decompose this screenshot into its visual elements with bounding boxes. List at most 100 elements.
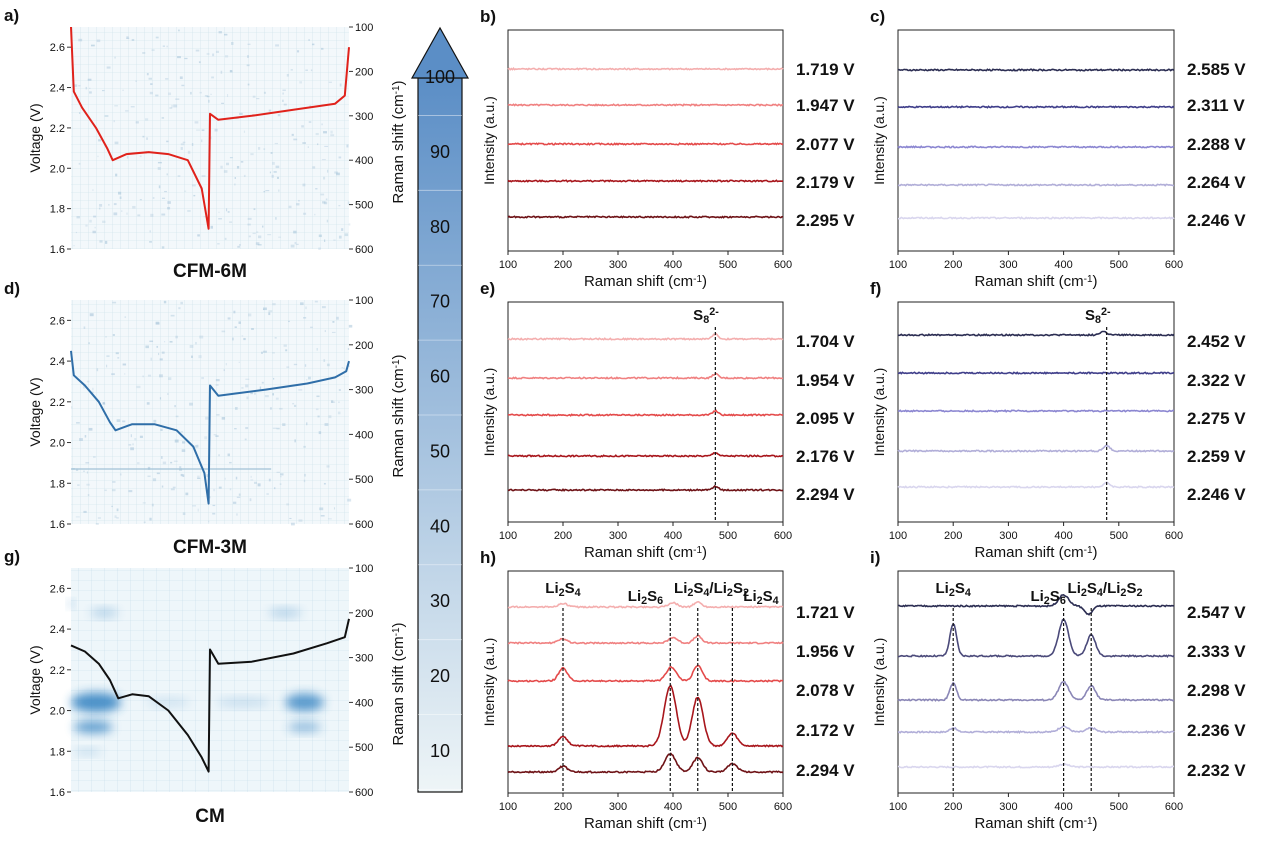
x-tick-label: 200: [554, 259, 572, 271]
heatmap-noise: [261, 381, 264, 384]
series-label: 2.295 V: [796, 211, 855, 230]
x-tick-label: 200: [944, 530, 962, 542]
heatmap-noise: [104, 240, 108, 244]
heatmap-noise: [112, 334, 115, 336]
spectrum-line: [507, 142, 784, 146]
heatmap-noise: [95, 523, 99, 525]
heatmap-noise: [164, 341, 166, 343]
heatmap-noise: [271, 174, 274, 178]
heatmap-noise: [241, 387, 244, 389]
heatmap-noise: [323, 176, 326, 180]
heatmap-noise: [341, 228, 344, 231]
heatmap-noise: [213, 488, 216, 492]
heatmap-noise: [336, 172, 340, 176]
heatmap-noise: [92, 230, 96, 234]
heatmap-noise: [257, 235, 262, 239]
heatmap-noise: [257, 146, 261, 150]
heatmap-noise: [312, 166, 316, 169]
heatmap-noise: [132, 443, 134, 446]
heatmap-noise: [299, 81, 303, 84]
heatmap-noise: [334, 171, 338, 174]
heatmap-noise: [298, 199, 300, 202]
heatmap-noise: [231, 41, 234, 45]
spectrum-line: [507, 600, 784, 609]
heatmap-noise: [262, 308, 265, 310]
heatmap-noise: [338, 389, 341, 391]
heatmap-noise: [286, 73, 289, 77]
heatmap-noise: [181, 449, 186, 452]
heatmap-noise: [152, 478, 157, 482]
heatmap-noise: [99, 203, 103, 207]
heatmap-noise: [276, 176, 280, 179]
peak-annotation: Li2S4/Li2S2: [674, 580, 749, 599]
panel-caption: CM: [195, 806, 225, 827]
heatmap-noise: [293, 138, 298, 141]
spectrum-line: [897, 371, 1175, 375]
heatmap-noise: [182, 474, 185, 477]
heatmap-noise: [323, 201, 328, 205]
heatmap-noise: [104, 489, 107, 492]
heatmap-noise: [224, 237, 227, 240]
heatmap-noise: [217, 243, 220, 245]
heatmap-noise: [272, 303, 276, 306]
heatmap-noise: [167, 201, 171, 204]
heatmap-noise: [111, 373, 115, 376]
heatmap-noise: [310, 326, 313, 329]
heatmap-noise: [199, 91, 203, 94]
heatmap-noise: [204, 95, 208, 97]
heatmap-noise: [146, 73, 149, 76]
y2-axis-label: Raman shift (cm-1): [390, 80, 407, 203]
heatmap-noise: [142, 135, 145, 138]
x-tick-label: 100: [499, 530, 517, 542]
heatmap-noise: [150, 357, 153, 361]
heatmap-noise: [175, 415, 179, 418]
heatmap-noise: [170, 461, 173, 464]
heatmap-noise: [216, 414, 220, 416]
peak-annotation: S82-: [1085, 306, 1111, 326]
heatmap-noise: [240, 161, 244, 163]
heatmap-noise: [321, 306, 326, 309]
series-label: 2.095 V: [796, 409, 855, 428]
heatmap-noise: [168, 377, 172, 381]
heatmap-noise: [338, 156, 342, 159]
heatmap-noise: [283, 344, 287, 347]
heatmap-noise: [314, 300, 318, 303]
heatmap-noise: [336, 316, 339, 320]
y-tick-label: 2.6: [50, 42, 65, 54]
heatmap-noise: [149, 230, 151, 233]
heatmap-noise: [135, 121, 139, 124]
heatmap-noise: [189, 345, 194, 348]
heatmap-noise: [145, 118, 149, 121]
heatmap-noise: [229, 70, 233, 72]
heatmap-noise: [191, 355, 193, 358]
spectrum-line: [507, 452, 784, 458]
heatmap-noise: [273, 170, 277, 173]
heatmap-noise: [187, 210, 191, 212]
heatmap-noise: [212, 504, 216, 507]
heatmap-noise: [163, 300, 167, 304]
panel-label: e): [480, 279, 495, 298]
heatmap-noise: [315, 187, 318, 190]
heatmap-spot: [71, 692, 122, 713]
heatmap-noise: [106, 364, 108, 368]
heatmap-noise: [112, 301, 117, 304]
heatmap-noise: [246, 64, 250, 67]
heatmap-noise: [184, 57, 188, 60]
heatmap-noise: [315, 408, 319, 411]
heatmap-noise: [158, 374, 163, 378]
heatmap-noise: [321, 123, 323, 126]
colorbar-tick-label: 50: [430, 441, 450, 461]
heatmap-noise: [76, 216, 80, 219]
heatmap-noise: [139, 435, 143, 438]
plot-frame: [507, 301, 784, 523]
heatmap-noise: [89, 313, 94, 317]
heatmap-noise: [338, 401, 340, 403]
heatmap-spot: [73, 720, 113, 734]
heatmap-noise: [146, 402, 150, 405]
heatmap-noise: [268, 109, 272, 112]
heatmap-noise: [323, 131, 327, 134]
heatmap-noise: [328, 415, 332, 419]
heatmap-noise: [122, 363, 127, 366]
heatmap-noise: [308, 39, 310, 41]
heatmap-noise: [341, 367, 343, 369]
